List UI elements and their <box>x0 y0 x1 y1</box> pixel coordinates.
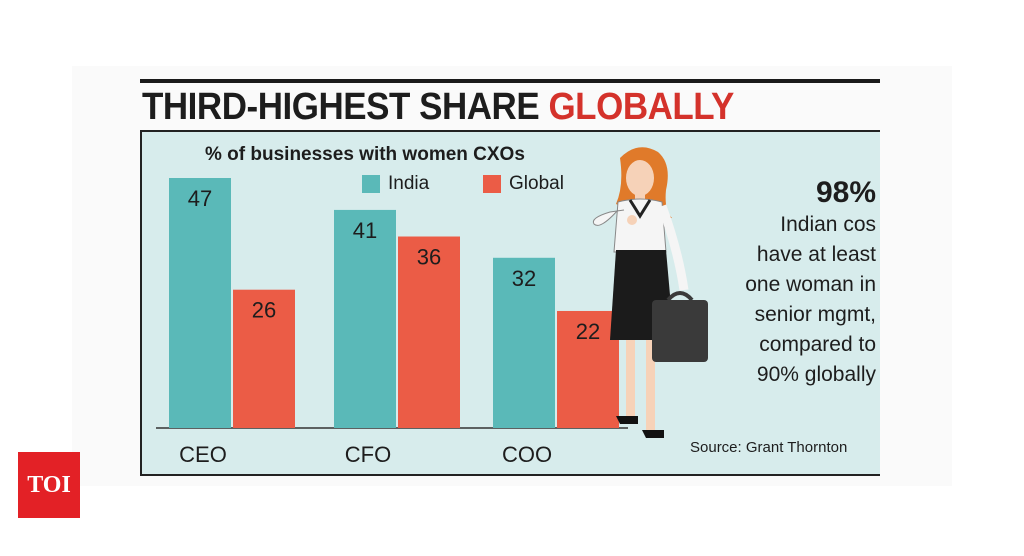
businesswoman-illustration <box>592 147 708 438</box>
category-label: CEO <box>179 442 227 467</box>
legend-global-swatch <box>483 175 501 193</box>
legend-global-label: Global <box>509 173 564 194</box>
callout-line: one woman in <box>745 273 876 296</box>
callout-line: Indian cos <box>780 213 876 236</box>
legend-india-swatch <box>362 175 380 193</box>
data-label: 32 <box>512 266 536 291</box>
headline-dark: THIRD-HIGHEST SHARE <box>142 86 540 128</box>
source-note: Source: Grant Thornton <box>690 439 848 456</box>
callout-line: compared to <box>759 333 876 356</box>
legend-india: India <box>362 173 429 195</box>
bar-india-coo <box>493 257 555 428</box>
toi-logo: TOI <box>18 452 80 518</box>
data-label: 41 <box>353 218 377 243</box>
callout-line: 90% globally <box>756 363 876 386</box>
data-label: 47 <box>188 186 212 211</box>
bar-global-cfo <box>398 236 460 428</box>
headline-red: GLOBALLY <box>548 86 734 128</box>
data-label: 26 <box>252 298 276 323</box>
callout: 98% Indian cos have at least one woman i… <box>728 176 876 390</box>
category-label: COO <box>502 442 552 467</box>
legend-india-label: India <box>388 173 430 194</box>
chart-title: % of businesses with women CXOs <box>205 144 525 165</box>
callout-line: have at least <box>756 243 876 266</box>
bar-global-ceo <box>233 289 295 428</box>
bar-global-coo <box>557 310 619 428</box>
callout-figure: 98% <box>815 176 876 209</box>
callout-line: senior mgmt, <box>754 303 876 326</box>
bar-india-cfo <box>334 209 396 428</box>
data-label: 36 <box>417 245 441 270</box>
legend-global: Global <box>483 173 564 195</box>
bar-india-ceo <box>169 178 231 428</box>
data-label: 22 <box>576 319 600 344</box>
top-rule <box>140 79 880 83</box>
category-label: CFO <box>345 442 391 467</box>
headline: THIRD-HIGHEST SHARE GLOBALLY <box>142 86 734 129</box>
